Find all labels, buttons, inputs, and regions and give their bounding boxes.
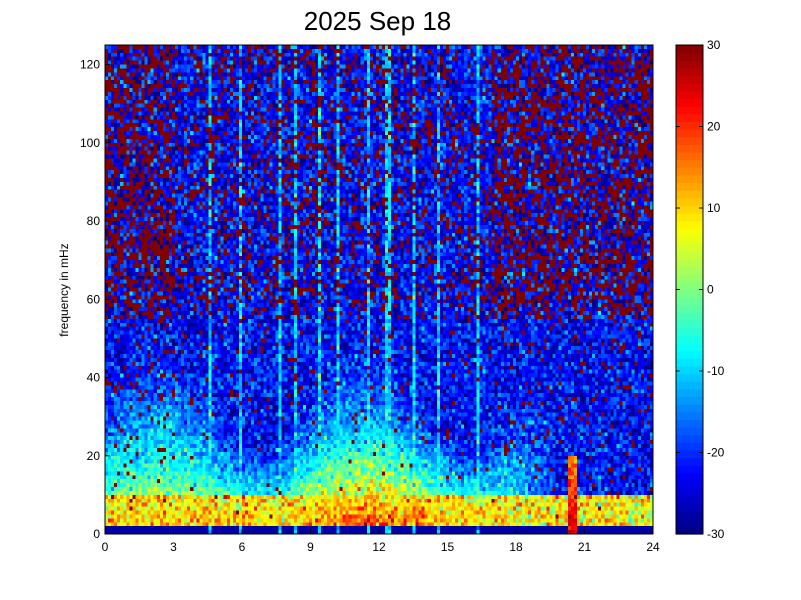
chart-title: 2025 Sep 18 — [303, 6, 452, 36]
colorbar-segment — [676, 52, 703, 61]
colorbar-segment — [676, 373, 703, 382]
colorbar-segment — [676, 228, 703, 237]
colorbar-segment — [676, 381, 703, 390]
colorbar-segment — [676, 167, 703, 176]
colorbar-segment — [676, 358, 703, 367]
colorbar-segment — [676, 174, 703, 184]
colorbar-segment — [676, 67, 703, 77]
colorbar-segment — [676, 60, 703, 69]
colorbar-segment — [676, 457, 703, 466]
y-tick-label: 40 — [87, 371, 101, 385]
colorbar-segment — [676, 205, 703, 214]
colorbar-segment — [676, 511, 703, 520]
colorbar-segment — [676, 388, 703, 398]
colorbar-segment — [676, 526, 703, 535]
colorbar-segment — [676, 182, 703, 191]
colorbar-segment — [676, 297, 703, 306]
colorbar-segment — [676, 434, 703, 443]
x-tick-label: 24 — [646, 540, 660, 554]
x-tick-label: 9 — [307, 540, 314, 554]
colorbar-segment — [676, 144, 703, 153]
colorbar-segment — [676, 411, 703, 420]
colorbar-segment — [676, 289, 703, 298]
x-tick-label: 15 — [441, 540, 455, 554]
colorbar-segment — [676, 449, 703, 459]
colorbar-segment — [676, 419, 703, 428]
colorbar-segment — [676, 327, 703, 336]
colorbar-segment — [676, 197, 703, 207]
colorbar-segment — [676, 365, 703, 375]
colorbar-segment — [676, 442, 703, 451]
colorbar-segment — [676, 151, 703, 161]
colorbar-segment — [676, 342, 703, 352]
colorbar-segment — [676, 129, 703, 138]
y-axis-label: frequency in mHz — [57, 243, 71, 336]
y-tick-label: 60 — [87, 292, 101, 306]
colorbar-segment — [676, 236, 703, 245]
colorbar-tick-label: -30 — [707, 527, 725, 541]
spectrogram-heatmap — [105, 45, 653, 534]
colorbar-tick-label: 30 — [707, 38, 721, 52]
colorbar-segment — [676, 472, 703, 482]
x-tick-label: 0 — [102, 540, 109, 554]
colorbar-segment — [676, 281, 703, 291]
colorbar-segment — [676, 106, 703, 115]
y-tick-label: 80 — [87, 214, 101, 228]
x-tick-label: 6 — [239, 540, 246, 554]
colorbar-segment — [676, 404, 703, 413]
y-tick-label: 20 — [87, 449, 101, 463]
y-tick-label: 100 — [80, 136, 100, 150]
colorbar-segment — [676, 98, 703, 107]
x-tick-label: 21 — [578, 540, 592, 554]
colorbar-segment — [676, 83, 703, 92]
colorbar-segment — [676, 220, 703, 229]
y-tick-label: 120 — [80, 58, 100, 72]
colorbar-segment — [676, 251, 703, 260]
colorbar-segment — [676, 243, 703, 252]
colorbar-segment — [676, 320, 703, 329]
colorbar-segment — [676, 113, 703, 123]
colorbar-segment — [676, 518, 703, 527]
colorbar-tick-label: -10 — [707, 364, 725, 378]
x-tick-label: 18 — [509, 540, 523, 554]
plot-frame — [104, 44, 654, 535]
colorbar-segment — [676, 427, 703, 436]
colorbar-segment — [676, 258, 703, 268]
colorbar-segment — [676, 190, 703, 199]
colorbar-segment — [676, 136, 703, 145]
colorbar-tick-label: 20 — [707, 120, 721, 134]
colorbar-tick-label: 0 — [707, 283, 714, 297]
colorbar-segment — [676, 465, 703, 474]
colorbar-tick-label: 10 — [707, 201, 721, 215]
colorbar-segment — [676, 90, 703, 100]
colorbar-segment — [676, 312, 703, 321]
colorbar-segment — [676, 274, 703, 283]
colorbar-segment — [676, 396, 703, 405]
colorbar-segment — [676, 480, 703, 489]
colorbar-segment — [676, 488, 703, 497]
colorbar-segment — [676, 503, 703, 512]
colorbar-segment — [676, 159, 703, 168]
colorbar-segment — [676, 495, 703, 505]
colorbar-segment — [676, 75, 703, 84]
colorbar-tick-label: -20 — [707, 446, 725, 460]
colorbar-segment — [676, 266, 703, 275]
colorbar-segment — [676, 335, 703, 344]
y-tick-label: 0 — [93, 527, 100, 541]
x-tick-label: 12 — [372, 540, 386, 554]
colorbar-segment — [676, 121, 703, 130]
x-tick-label: 3 — [170, 540, 177, 554]
colorbar-segment — [676, 350, 703, 359]
colorbar-segment — [676, 304, 703, 314]
colorbar-segment — [676, 213, 703, 222]
colorbar-segment — [676, 45, 703, 54]
